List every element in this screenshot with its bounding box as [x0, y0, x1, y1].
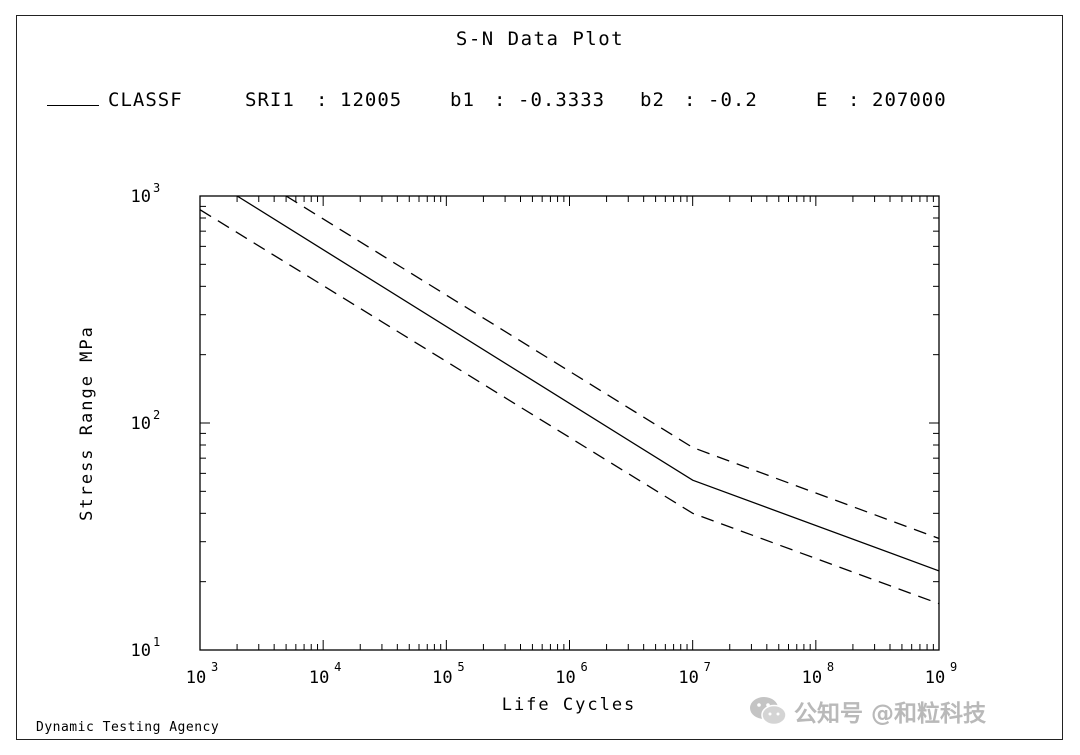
x-tick-exponent: 4	[334, 660, 341, 674]
param-e-value: 207000	[872, 89, 947, 111]
wechat-icon	[750, 697, 787, 726]
y-axis-title: Stress Range MPa	[77, 325, 97, 521]
param-sri1-value: 12005	[340, 89, 403, 111]
param-b1-value: -0.3333	[518, 89, 606, 111]
axis-ticks	[199, 195, 940, 651]
param-b2-label: b2	[640, 89, 665, 111]
plot-area	[199, 195, 940, 651]
legend-line-sample	[47, 105, 99, 106]
param-e-colon: :	[848, 89, 861, 111]
x-tick-label: 10	[186, 668, 206, 688]
x-tick-exponent: 7	[704, 660, 711, 674]
scatter-band-line-1	[285, 196, 939, 540]
chart-title: S-N Data Plot	[455, 28, 625, 50]
plot-frame	[16, 15, 1063, 740]
scatter-band-line-2	[200, 209, 939, 605]
x-tick-exponent: 6	[581, 660, 588, 674]
x-tick-exponent: 5	[457, 660, 464, 674]
watermark-text: 公知号 @和粒科技	[794, 701, 987, 727]
mean-sn-curve	[236, 196, 939, 572]
series-lines	[200, 196, 939, 605]
param-b2-colon: :	[684, 89, 697, 111]
param-b1-label: b1	[450, 89, 475, 111]
x-tick-label: 10	[432, 668, 452, 688]
x-tick-label: 10	[678, 668, 698, 688]
x-axis-title: Life Cycles	[502, 695, 637, 715]
x-tick-exponent: 8	[827, 660, 834, 674]
y-tick-exponent: 2	[153, 408, 160, 422]
y-tick-exponent: 3	[153, 181, 160, 195]
param-sri1-colon: :	[316, 89, 329, 111]
legend-series-name: CLASSF	[108, 89, 183, 111]
x-tick-label: 10	[925, 668, 945, 688]
y-tick-label: 10	[131, 187, 151, 207]
y-tick-exponent: 1	[153, 635, 160, 649]
y-tick-label: 10	[131, 641, 151, 661]
y-tick-label: 10	[131, 414, 151, 434]
param-b1-colon: :	[494, 89, 507, 111]
x-tick-exponent: 3	[211, 660, 218, 674]
param-sri1-label: SRI1	[245, 89, 295, 111]
x-tick-exponent: 9	[950, 660, 957, 674]
x-tick-label: 10	[802, 668, 822, 688]
watermark: 公知号 @和粒科技	[748, 694, 986, 728]
param-e-label: E	[816, 89, 829, 111]
x-tick-label: 10	[309, 668, 329, 688]
x-tick-labels: 10 3 10 4 10 5 10 6 10 7 10 8 10 9	[186, 660, 957, 688]
param-b2-value: -0.2	[708, 89, 758, 111]
agency-label: Dynamic Testing Agency	[36, 720, 220, 735]
x-tick-label: 10	[555, 668, 575, 688]
